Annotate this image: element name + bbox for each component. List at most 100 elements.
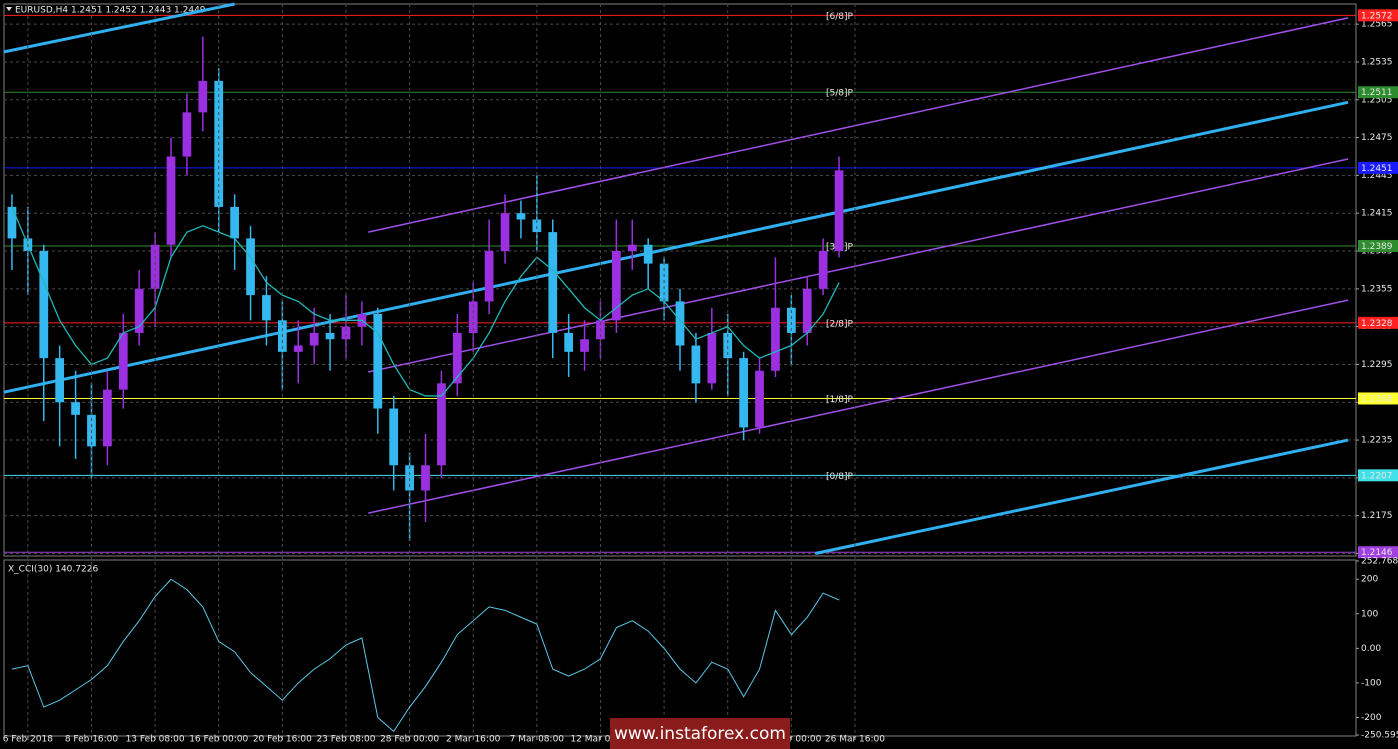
y-tick-label: 1.2235 (1361, 436, 1393, 446)
level-tag-label: 1.2146 (1361, 548, 1393, 558)
candle-body (516, 213, 526, 220)
candle-body (691, 345, 701, 384)
x-tick-label: 23 Feb 08:00 (316, 735, 375, 745)
y-tick-label: 1.2175 (1361, 511, 1393, 521)
candle-body (484, 251, 494, 302)
candle-body (341, 326, 351, 340)
candle-body (389, 408, 399, 466)
level-tag (1358, 392, 1398, 405)
watermark-box (610, 718, 790, 749)
candle-body (437, 383, 446, 466)
candle-body (627, 244, 637, 252)
candle-body (532, 219, 542, 233)
level-tag (1358, 86, 1398, 99)
trend-line (3, 100, 1349, 394)
candle-body (198, 80, 208, 113)
candle-body (818, 251, 828, 289)
level-tag-label: 1.2511 (1361, 88, 1393, 98)
y-tick-label: 200 (1361, 575, 1378, 585)
level-tag-label: 1.2268 (1361, 394, 1393, 404)
trend-line (368, 158, 1349, 373)
candle-body (707, 332, 717, 384)
x-tick-label: 2 Mar 16:00 (446, 735, 501, 745)
candle-body (786, 307, 796, 333)
x-tick-label: 16 Feb 00:00 (189, 735, 248, 745)
candle-body (103, 389, 112, 447)
level-label: [1/8]P (826, 395, 854, 405)
chart-title: EURUSD,H4 1.2451 1.2452 1.2443 1.2449 (15, 6, 206, 16)
cci-line (11, 578, 840, 733)
y-tick-label: 100 (1361, 609, 1378, 619)
trend-line (368, 17, 1349, 233)
y-tick-label: -100 (1361, 678, 1382, 688)
candle-body (675, 301, 685, 346)
candle-body (309, 332, 319, 346)
level-tag-label: 1.2451 (1361, 164, 1393, 174)
candle-body (771, 307, 780, 371)
candle-body (500, 213, 510, 252)
trend-line (368, 299, 1349, 514)
menu-arrow (6, 7, 12, 11)
candle-body (802, 288, 812, 333)
level-label: [5/8]P (826, 89, 854, 99)
y-tick-label: 1.2475 (1361, 133, 1393, 143)
candle-body (421, 465, 430, 491)
candle-body (166, 156, 176, 245)
y-tick-label: 1.2505 (1361, 95, 1393, 105)
level-tag (1358, 546, 1398, 559)
candle-body (739, 358, 748, 428)
x-tick-label: 20 Feb 16:00 (253, 735, 312, 745)
level-label: [2/8]P (826, 319, 854, 329)
candle-body (71, 402, 80, 415)
level-tag-label: 1.2207 (1361, 471, 1393, 481)
level-tag (1358, 469, 1398, 482)
level-tag (1358, 161, 1398, 174)
y-tick-label: 1.2535 (1361, 57, 1393, 67)
level-tag (1358, 239, 1398, 252)
candle-body (39, 251, 49, 359)
candle-body (612, 251, 621, 321)
candle-body (118, 332, 128, 390)
moving-average (11, 206, 840, 397)
x-tick-label: 7 Mar 08:00 (510, 735, 565, 745)
trend-line (3, 2, 235, 54)
x-tick-label: 28 Feb 00:00 (380, 735, 439, 745)
level-tag (1358, 316, 1398, 329)
x-tick-label: 26 Mar 16:00 (825, 735, 885, 745)
candle-body (134, 288, 144, 333)
candle-body (373, 314, 383, 409)
y-tick-label: 1.2445 (1361, 171, 1393, 181)
candle-body (452, 332, 462, 384)
watermark: www.instaforex.com (614, 724, 786, 744)
x-tick-label: 13 Feb 08:00 (126, 735, 185, 745)
candle-body (150, 244, 160, 289)
trend-line (814, 438, 1349, 555)
main-frame (3, 3, 1357, 557)
level-tag-label: 1.2572 (1361, 11, 1393, 21)
candle-body (723, 332, 733, 359)
candle-body (7, 206, 17, 239)
candle-body (55, 358, 65, 403)
sub-title: X_CCI(30) 140.7226 (8, 565, 98, 575)
candle-body (293, 345, 303, 352)
candle-body (548, 232, 558, 333)
candle-body (230, 206, 240, 239)
candle-body (580, 339, 589, 352)
x-tick-label: 6 Feb 2018 (3, 735, 54, 745)
candle-body (182, 112, 192, 157)
candle-body (643, 244, 653, 264)
candle-body (246, 238, 255, 296)
y-tick-label: 1.2355 (1361, 284, 1393, 294)
level-tag (1358, 9, 1398, 22)
x-tick-label: 8 Feb 16:00 (65, 735, 119, 745)
candle-body (262, 295, 271, 321)
candle-body (405, 465, 414, 491)
x-tick-label: 22 Mar 00:00 (761, 735, 821, 745)
y-tick-label: -250.595 (1361, 731, 1398, 741)
candle-body (834, 170, 844, 252)
level-label: [6/8]P (826, 12, 854, 22)
y-tick-label: 1.2565 (1361, 20, 1393, 30)
candle-body (564, 332, 574, 352)
